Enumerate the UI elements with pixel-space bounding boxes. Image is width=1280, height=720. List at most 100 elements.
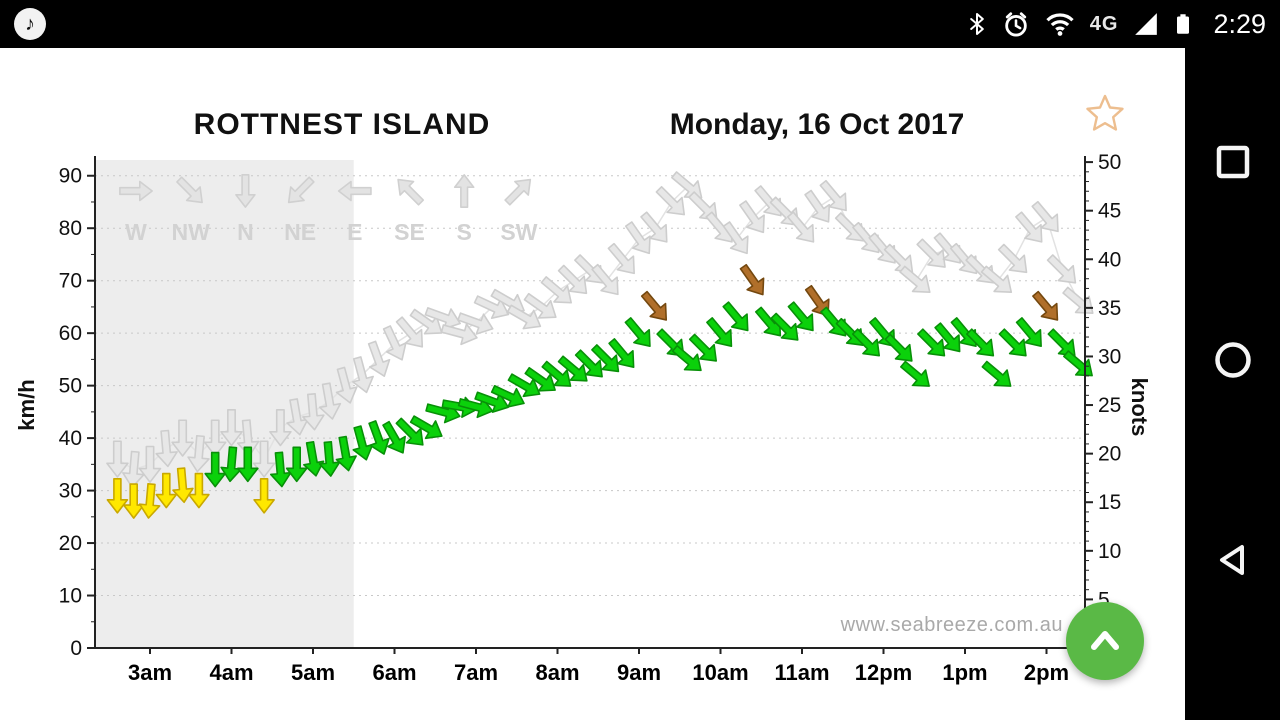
y-tick-label-kmh: 20 bbox=[59, 532, 82, 555]
avg-wind-arrow-green bbox=[507, 373, 541, 398]
avg-wind-arrow-green bbox=[204, 451, 226, 488]
x-tick-label: 7am bbox=[454, 660, 498, 685]
y-tick-label-knots: 45 bbox=[1098, 200, 1121, 223]
axes: 0 10 20 30 40 50 60 70 80 90 5 10 15 20 25 30 35 40 45 50 3a… bbox=[59, 151, 1122, 685]
y-tick-label-knots: 5 bbox=[1098, 588, 1110, 611]
x-tick-label: 8am bbox=[535, 660, 579, 685]
y-tick-label-kmh: 40 bbox=[59, 427, 82, 450]
x-tick-label: 10am bbox=[692, 660, 748, 685]
gust-wind-arrow bbox=[440, 323, 478, 346]
avg-wind-arrow-green bbox=[269, 451, 292, 488]
gust-wind-arrow bbox=[1031, 200, 1059, 233]
x-tick-label: 2pm bbox=[1024, 660, 1069, 685]
music-note-icon: ♪ bbox=[14, 8, 46, 40]
x-tick-label: 4am bbox=[209, 660, 253, 685]
alarm-icon bbox=[1005, 12, 1027, 37]
avg-wind-arrow-green bbox=[318, 441, 341, 477]
y-tick-label-knots: 50 bbox=[1098, 151, 1121, 174]
gust-wind-arrow bbox=[203, 419, 227, 457]
avg-wind-arrow-brown bbox=[1032, 290, 1059, 321]
y-tick-label-knots: 30 bbox=[1098, 345, 1121, 368]
gust-wind-arrow bbox=[1046, 254, 1077, 284]
direction-legend-arrow bbox=[287, 176, 315, 204]
y-tick-label-kmh: 80 bbox=[59, 217, 82, 240]
gust-wind-arrow bbox=[739, 200, 765, 234]
avg-wind-arrow-green bbox=[706, 317, 733, 347]
avg-wind-arrow-green bbox=[624, 317, 651, 347]
watermark: www.seabreeze.com.au bbox=[840, 614, 1063, 636]
home-circle-icon bbox=[1214, 342, 1251, 378]
direction-legend-label: N bbox=[237, 219, 254, 245]
avg-wind-arrow-green bbox=[1015, 317, 1042, 347]
gust-wind-arrow bbox=[457, 312, 494, 335]
back-button[interactable] bbox=[1185, 530, 1280, 590]
avg-wind-arrow-green bbox=[541, 360, 572, 387]
direction-legend-label: SW bbox=[500, 219, 537, 245]
gust-wind-arrow bbox=[980, 265, 1013, 293]
avg-wind-arrow-green bbox=[490, 384, 525, 408]
y-tick-label-kmh: 90 bbox=[59, 165, 82, 188]
gust-wind-arrow bbox=[286, 398, 309, 436]
avg-wind-arrow-green bbox=[285, 446, 308, 483]
gust-wind-arrow bbox=[252, 440, 276, 478]
avg-wind-arrow-green bbox=[409, 415, 443, 440]
music-note-glyph: ♪ bbox=[25, 12, 35, 35]
direction-legend-arrow bbox=[337, 180, 372, 202]
avg-wind-arrow-green bbox=[574, 349, 603, 378]
wifi-icon bbox=[1046, 13, 1074, 36]
direction-legend-arrow bbox=[397, 178, 425, 206]
avg-wind-arrow-brown bbox=[739, 263, 765, 296]
gust-wind-arrow bbox=[786, 211, 815, 243]
gust-wind-arrow bbox=[1015, 211, 1043, 243]
gust-wind-arrow bbox=[122, 450, 145, 489]
x-tick-label: 9am bbox=[617, 660, 661, 685]
avg-wind-arrow-brown bbox=[804, 284, 830, 317]
gust-wind-arrow bbox=[335, 366, 358, 404]
avg-wind-arrow-green bbox=[770, 312, 799, 341]
avg-wind-arrow-green bbox=[352, 425, 374, 461]
gust-wind-arrow bbox=[382, 325, 407, 361]
back-triangle-icon bbox=[1219, 545, 1244, 575]
gust-wind-arrow bbox=[883, 243, 914, 274]
home-button[interactable] bbox=[1185, 330, 1280, 390]
bluetooth-icon bbox=[969, 13, 984, 35]
signal-icon bbox=[1135, 13, 1158, 35]
gust-wind-arrow bbox=[395, 316, 424, 348]
wind-chart-plot: W NW N NE E SE S SW 0 10 20 30 40 50 60 70 80 90 5 10 15 20 25… bbox=[59, 151, 1122, 685]
y-tick-label-kmh: 50 bbox=[59, 375, 82, 398]
y-tick-label-kmh: 30 bbox=[59, 480, 82, 503]
direction-legend-label: SE bbox=[394, 219, 425, 245]
gust-wind-arrow bbox=[409, 308, 443, 335]
avg-wind-arrow-green bbox=[998, 328, 1027, 357]
gust-wind-arrow bbox=[1062, 286, 1094, 314]
x-tick-label: 1pm bbox=[942, 660, 987, 685]
scroll-top-fab[interactable] bbox=[1066, 602, 1144, 680]
direction-legend-arrow bbox=[504, 178, 532, 206]
y-tick-label-knots: 40 bbox=[1098, 248, 1121, 271]
y-tick-label-kmh: 10 bbox=[59, 585, 82, 608]
chart-title: ROTTNEST ISLAND bbox=[193, 108, 491, 141]
favorite-star-icon[interactable] bbox=[1084, 92, 1126, 134]
battery-icon bbox=[1177, 14, 1190, 34]
gust-wind-arrow bbox=[236, 419, 260, 457]
avg-wind-arrow-yellow bbox=[138, 483, 161, 519]
gust-wind-arrow bbox=[997, 243, 1028, 274]
direction-legend-arrow bbox=[235, 174, 256, 208]
avg-wind-arrow-green bbox=[934, 322, 961, 353]
status-icons: 4G 2:29 bbox=[967, 9, 1266, 40]
chevron-up-icon bbox=[1091, 631, 1119, 650]
gust-wind-arrow bbox=[138, 445, 162, 483]
gust-wind-arrow bbox=[187, 434, 210, 473]
avg-wind-arrow-green bbox=[851, 328, 881, 357]
avg-wind-arrow-yellow bbox=[155, 472, 178, 509]
avg-wind-arrow-green bbox=[557, 355, 588, 382]
status-bar: ♪ 4G 2:29 bbox=[0, 0, 1280, 48]
direction-legend-label: W bbox=[125, 219, 147, 245]
avg-wind-arrow-green bbox=[722, 301, 749, 332]
gust-wind-arrow bbox=[591, 263, 619, 296]
recents-button[interactable] bbox=[1185, 132, 1280, 192]
gust-wind-arrow bbox=[171, 419, 194, 457]
avg-wind-arrow-green bbox=[382, 420, 406, 454]
gust-wind-arrow bbox=[352, 356, 374, 394]
avg-wind-arrow-green bbox=[237, 446, 259, 483]
